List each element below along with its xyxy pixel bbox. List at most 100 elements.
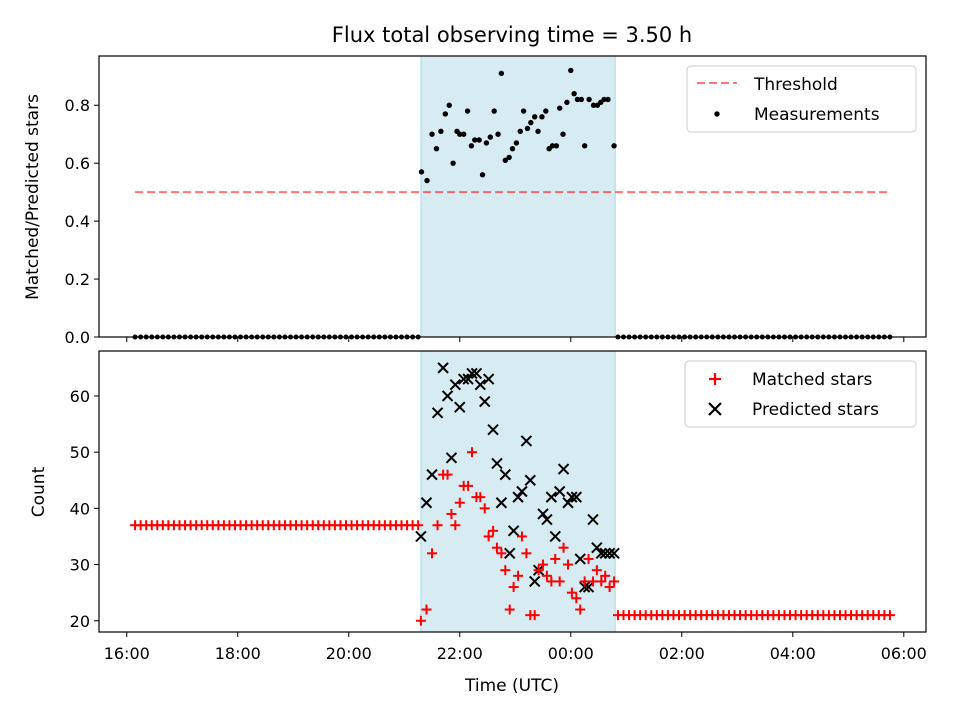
matched-star-point [454, 497, 465, 508]
matched-star-point [446, 508, 457, 519]
predicted-star-point [587, 513, 599, 526]
measurement-point [590, 102, 597, 108]
x-tick-label: 06:00 [881, 644, 927, 663]
matched-star-point [583, 553, 594, 564]
matched-star-point [591, 565, 602, 576]
predicted-marker-b [499, 468, 511, 481]
y-tick-label: 0.4 [65, 212, 90, 231]
matched-star-point [427, 548, 438, 559]
top-plot-frame [98, 55, 927, 338]
measurement-point [528, 119, 534, 126]
y-tick-label: 40 [70, 499, 90, 518]
measurement-point [601, 96, 607, 103]
predicted-marker-b [426, 468, 438, 481]
predicted-star-point [415, 530, 427, 543]
predicted-marker-b [415, 530, 427, 543]
predicted-marker-b [437, 362, 449, 374]
y-tick-label: 20 [70, 612, 90, 631]
predicted-star-point [504, 547, 516, 560]
y-tick-label: 0.2 [65, 270, 90, 289]
predicted-star-point [474, 379, 487, 391]
measurement-point [498, 70, 505, 77]
predicted-marker-b [445, 452, 458, 464]
predicted-marker-b [562, 497, 574, 509]
predicted-star-point [512, 491, 524, 503]
measurement-point [509, 146, 516, 152]
predicted-star-point [520, 435, 533, 447]
matched-star-point [442, 469, 453, 480]
predicted-marker-b [491, 457, 503, 470]
predicted-star-point [482, 373, 495, 385]
predicted-marker-b [431, 407, 444, 419]
matched-star-point [516, 531, 527, 542]
predicted-star-point [431, 407, 444, 419]
measurement-point [472, 137, 478, 143]
measurement-point [476, 137, 482, 143]
matched-star-point [513, 570, 524, 581]
predicted-marker-b [574, 553, 586, 565]
matched-star-point [541, 570, 552, 581]
measurement-point [513, 140, 520, 146]
predicted-star-point [574, 553, 586, 565]
measurement-point [487, 134, 493, 140]
legend-matched-swatch [709, 373, 721, 385]
matched-star-point [491, 542, 502, 553]
y-tick-label: 0.8 [65, 96, 90, 115]
predicted-marker-b [524, 474, 536, 486]
measurement-point [532, 114, 538, 120]
x-tick-label: 04:00 [770, 644, 816, 663]
measurement-point [524, 125, 531, 132]
x-tick-label: 00:00 [548, 644, 594, 663]
predicted-star-point [537, 508, 549, 520]
predicted-marker-b [549, 530, 561, 543]
predicted-marker-b [474, 379, 487, 391]
predicted-marker-b [507, 525, 520, 537]
legend-measurements-swatch [714, 111, 720, 117]
x-tick-label: 20:00 [326, 644, 372, 663]
bottom-legend: Matched stars Predicted stars [684, 360, 917, 428]
matched-star-point [421, 604, 432, 615]
predicted-star-point [441, 390, 454, 402]
predicted-marker-b [570, 491, 583, 503]
matched-star-point [450, 520, 461, 531]
top-observing-window [420, 55, 616, 338]
matched-star-point [432, 520, 443, 531]
x-tick-label: 02:00 [659, 644, 705, 663]
y-tick-label: 50 [70, 443, 90, 462]
predicted-star-point [545, 491, 558, 503]
predicted-star-point [479, 395, 491, 408]
predicted-marker-b [599, 547, 611, 560]
predicted-marker-b [591, 541, 603, 554]
matched-star-point [533, 565, 544, 576]
predicted-star-point [437, 362, 449, 374]
measurement-point [586, 96, 592, 103]
measurement-point [571, 90, 577, 97]
predicted-marker-b [582, 581, 595, 593]
measurement-point [568, 67, 574, 74]
predicted-marker-b [512, 491, 524, 503]
bottom-plot-frame [98, 350, 927, 633]
measurement-point [535, 128, 541, 135]
y-tick-label: 0.6 [65, 154, 90, 173]
y-tick-label: 60 [70, 387, 90, 406]
measurement-point [581, 143, 588, 149]
top-panel: 0.00.20.40.60.8 Matched/Predicted stars … [23, 55, 927, 347]
predicted-marker-b [587, 513, 599, 526]
measurement-point [539, 114, 545, 120]
measurement-point [564, 99, 570, 106]
matched-star-point [504, 604, 515, 615]
matched-star-point [550, 553, 561, 564]
measurement-point [464, 108, 471, 114]
matched-star-point [563, 559, 574, 570]
matched-star-point [571, 593, 582, 604]
matched-star-point [521, 548, 532, 559]
predicted-star-point [541, 513, 553, 526]
predicted-marker-b [557, 463, 570, 475]
predicted-marker-b [545, 491, 558, 503]
legend-matched-label: Matched stars [752, 370, 872, 390]
predicted-star-point [603, 547, 616, 560]
measurement-point [520, 108, 527, 114]
x-tick-label: 16:00 [104, 644, 150, 663]
measurement-point [483, 140, 490, 146]
predicted-marker-b [537, 508, 549, 520]
